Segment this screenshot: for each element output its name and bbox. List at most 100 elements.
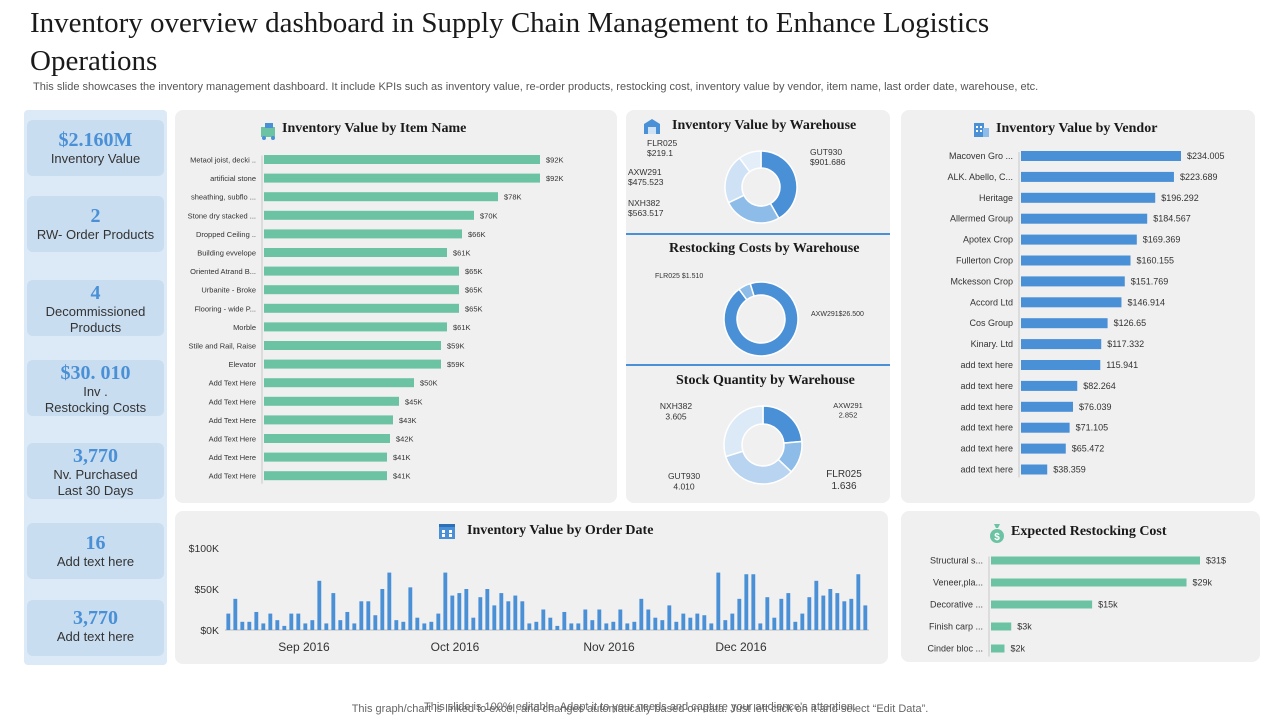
bar: [555, 625, 560, 630]
category-label: Add Text Here: [209, 379, 256, 388]
bar: [674, 621, 679, 630]
data-label: $234.005: [1187, 151, 1225, 161]
kpi-label: Add text here: [56, 554, 135, 569]
kpi-add-text-2: 3,770 Add text here: [27, 600, 164, 656]
bar: [264, 341, 441, 350]
bar: [359, 601, 364, 630]
bar: [765, 597, 770, 630]
bar: [1021, 276, 1125, 287]
chart-title: Inventory Value by Order Date: [467, 523, 654, 538]
donut-slice: [738, 150, 762, 173]
bar: [611, 621, 616, 630]
bar: [618, 609, 623, 630]
bar: [646, 609, 651, 630]
bar: [261, 623, 266, 630]
bar: [450, 595, 455, 630]
warehouse-donut-charts: FLR025$219.1AXW291$475.523NXH382$563.517…: [628, 138, 864, 492]
bar: [471, 617, 476, 630]
bar: [576, 623, 581, 630]
bar: [264, 322, 447, 332]
slice-name-label: GUT930: [668, 471, 700, 481]
bar: [254, 611, 259, 630]
data-label: $169.369: [1143, 235, 1181, 245]
data-label: $66K: [468, 230, 486, 239]
bar: [394, 620, 399, 630]
bar: [639, 598, 644, 630]
kpi-reorder-products: 2 RW- Order Products: [27, 196, 164, 252]
slice-label: AXW291$26.500: [811, 311, 864, 318]
kpi-inventory-value: $2.160M Inventory Value: [27, 120, 164, 176]
category-label: Kinary. Ltd: [971, 339, 1013, 349]
category-label: Macoven Gro ...: [949, 151, 1013, 161]
bar: [709, 623, 714, 630]
y-tick-label: $50K: [194, 584, 219, 596]
data-label: $70K: [480, 211, 498, 220]
bar: [1021, 443, 1066, 454]
data-label: $38.359: [1053, 465, 1086, 475]
data-label: $92K: [546, 174, 564, 183]
bar: [457, 593, 462, 630]
kpi-label: Inventory Value: [50, 151, 141, 166]
bar: [1021, 360, 1101, 370]
category-label: Flooring - wide P...: [194, 304, 256, 313]
bar: [1021, 255, 1131, 266]
bar: [366, 601, 371, 630]
bar: [814, 580, 819, 630]
category-label: add text here: [960, 423, 1013, 433]
bar: [849, 598, 854, 630]
data-label: 115.941: [1106, 360, 1138, 370]
warehouse-cart-icon: [261, 123, 275, 140]
data-label: $59K: [447, 360, 465, 369]
data-label: $59K: [447, 342, 465, 351]
kpi-value: 4: [90, 282, 101, 304]
bar: [695, 613, 700, 630]
bar: [264, 378, 414, 388]
page-title: Inventory overview dashboard in Supply C…: [30, 7, 990, 77]
data-label: $223.689: [1180, 172, 1218, 182]
bar: [991, 622, 1012, 631]
donut-slice: [760, 150, 798, 220]
bar: [800, 613, 805, 630]
bar: [758, 623, 763, 630]
kpi-decommissioned-products: 4 Decommissioned Products: [27, 280, 164, 336]
chart-title: Inventory Value by Vendor: [996, 121, 1158, 136]
bar: [264, 415, 393, 425]
bar: [485, 589, 490, 630]
panel-vendor: Inventory Value by Vendor Macoven Gro ..…: [901, 110, 1255, 503]
bar: [387, 572, 392, 630]
kpi-add-text-1: 16 Add text here: [27, 523, 164, 579]
kpi-value: 16: [85, 532, 106, 554]
bar: [247, 621, 252, 630]
bar: [338, 620, 343, 630]
money-bag-icon: $: [990, 524, 1004, 543]
category-label: Fullerton Crop: [956, 256, 1013, 266]
bar: [793, 621, 798, 630]
bar: [625, 623, 630, 630]
data-label: $65K: [465, 286, 483, 295]
bar: [842, 601, 847, 630]
bar: [401, 621, 406, 630]
bar: [527, 623, 532, 630]
bar: [548, 617, 553, 630]
kpi-purchased-last-30-days: 3,770 Nv. Purchased Last 30 Days: [27, 443, 164, 499]
category-label: Cinder bloc ...: [927, 644, 983, 654]
bar: [443, 572, 448, 630]
slice-value-label: 2.852: [839, 411, 858, 420]
footer-note-editable: This slide is 100% editable. Adapt it to…: [424, 701, 856, 713]
data-label: $160.155: [1137, 256, 1175, 266]
category-label: Veneer,pla...: [933, 578, 983, 588]
bar: [807, 597, 812, 630]
kpi-label: Inv . Restocking Costs: [44, 384, 147, 415]
kpi-label: Add text here: [56, 629, 135, 644]
bar: [991, 556, 1200, 565]
bar: [264, 248, 447, 257]
bar: [1021, 422, 1070, 433]
calendar-building-icon: [439, 524, 455, 539]
category-label: Heritage: [979, 193, 1013, 203]
bar: [264, 359, 441, 369]
data-label: $50K: [420, 379, 438, 388]
data-label: $65.472: [1072, 444, 1105, 454]
panel-warehouse: Inventory Value by Warehouse Restocking …: [626, 110, 890, 503]
category-label: add text here: [960, 381, 1013, 391]
vendor-bar-chart: Macoven Gro ... $234.005 ALK. Abello, C...…: [947, 151, 1225, 478]
